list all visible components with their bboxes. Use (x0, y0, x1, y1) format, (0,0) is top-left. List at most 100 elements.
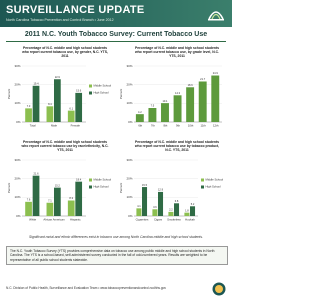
bar (46, 106, 54, 122)
value-label: 18.4 (76, 177, 82, 181)
plot: Percent 0% 10% 20% 30% White 7.6 21.6 African Am… (7, 158, 112, 222)
y-tick-label: 10% (14, 101, 20, 105)
plot: Percent 0% 10% 20% 30% Total 7.3 19.4 Male 8.4 22.… (7, 64, 112, 128)
value-label: 4.2 (138, 110, 142, 114)
y-tick-label: 30% (126, 64, 132, 68)
legend-swatch (201, 178, 204, 182)
value-label: 12.9 (158, 188, 164, 192)
x-tick-label: 9th (176, 124, 180, 128)
bar (54, 187, 61, 216)
bar (32, 175, 40, 216)
chart-title: Percentage of N.C. middle and high schoo… (134, 46, 220, 59)
bar (190, 206, 196, 216)
bar (152, 209, 158, 216)
x-tick-label: 11th (201, 124, 207, 128)
plot: Percent 0% 10% 20% 30% 6th 4.2 7th 7.5 8th 10.1 9th… (119, 64, 222, 128)
y-tick-label: 30% (14, 64, 20, 68)
legend-swatch (89, 91, 92, 95)
title-rule (6, 41, 226, 42)
x-tick-label: African American (43, 218, 65, 222)
chart: Percentage of N.C. middle and high schoo… (6, 46, 114, 138)
bar (158, 191, 164, 216)
x-tick-label: Total (30, 124, 36, 128)
y-tick-label: 0% (128, 214, 133, 218)
value-label: 10.1 (162, 99, 168, 103)
x-tick-label: 12th (213, 124, 219, 128)
legend-swatch (89, 178, 92, 182)
y-tick-label: 0% (16, 120, 21, 124)
legend-swatch (89, 185, 92, 189)
y-tick-label: 10% (126, 195, 132, 199)
value-label: 6.1 (69, 106, 73, 110)
bar (148, 108, 157, 122)
value-label: 24.9 (213, 71, 219, 75)
y-tick-label: 0% (16, 214, 21, 218)
y-axis-label: Percent (119, 89, 123, 100)
header-subtitle: North Carolina Tobacco Prevention and Co… (6, 18, 114, 22)
y-tick-label: 30% (14, 158, 20, 162)
bar (211, 75, 220, 122)
y-tick-label: 20% (14, 82, 20, 86)
bar (67, 200, 75, 216)
y-axis-label: Percent (119, 183, 123, 194)
value-label: 21.7 (200, 77, 206, 81)
legend-label: Middle School (94, 178, 112, 182)
page-title: 2011 N.C. Youth Tobacco Survey: Current … (24, 31, 208, 38)
legend-label: Middle School (206, 178, 224, 182)
legend-swatch (201, 185, 204, 189)
x-tick-label: Male (51, 124, 58, 128)
bar (161, 103, 169, 122)
bar (198, 81, 207, 122)
logo (208, 11, 224, 21)
x-tick-label: Smokeless (167, 218, 181, 222)
chart-title: Percentage of N.C. middle and high schoo… (134, 140, 220, 153)
y-tick-label: 20% (126, 82, 132, 86)
legend-label: High School (94, 91, 109, 95)
bar (184, 212, 190, 216)
bar (136, 208, 142, 216)
value-label: 3.6 (153, 205, 157, 209)
chart: Percentage of N.C. middle and high schoo… (118, 140, 226, 232)
x-tick-label: Hookah (185, 218, 195, 222)
y-tick-label: 10% (14, 195, 20, 199)
value-label: 19.4 (33, 81, 39, 85)
chart: Percentage of N.C. middle and high schoo… (6, 140, 114, 232)
header-band: SURVEILLANCE UPDATE North Carolina Tobac… (0, 0, 232, 27)
y-tick-label: 30% (126, 158, 132, 162)
chart-title: Percentage of N.C. middle and high schoo… (22, 46, 108, 59)
bar (75, 92, 83, 122)
x-tick-label: Cigars (154, 218, 163, 222)
y-axis-label: Percent (7, 89, 11, 100)
footer: N.C. Division of Public Health, Surveill… (6, 286, 166, 290)
legend-label: Middle School (94, 84, 112, 88)
x-tick-label: Cigarettes (136, 218, 149, 222)
value-label: 8.4 (48, 102, 52, 106)
seal (212, 282, 226, 296)
value-label: 7.3 (27, 104, 31, 108)
bar (67, 110, 75, 122)
value-label: 4.1 (137, 204, 141, 208)
page: SURVEILLANCE UPDATE North Carolina Tobac… (0, 0, 232, 296)
y-tick-label: 20% (126, 176, 132, 180)
bar (25, 108, 32, 122)
bar (75, 181, 83, 216)
bar (174, 203, 180, 216)
y-axis-label: Percent (7, 183, 11, 194)
value-label: 15.6 (76, 89, 82, 93)
x-tick-label: Female (71, 124, 81, 128)
value-label: 1.8 (185, 208, 189, 212)
chart: Percentage of N.C. middle and high schoo… (118, 46, 226, 138)
legend-label: High School (206, 185, 221, 189)
value-label: 18.6 (188, 83, 194, 87)
legend-label: High School (94, 185, 109, 189)
value-label: 2.2 (169, 208, 173, 212)
x-tick-label: Hispanic (70, 218, 81, 222)
bar (54, 79, 61, 122)
plot: Percent 0% 10% 20% 30% Cigarettes 4.1 15.5 Cigar… (119, 158, 224, 222)
bar (142, 187, 148, 216)
value-label: 22.9 (55, 75, 61, 79)
value-label: 14.3 (175, 91, 181, 95)
value-label: 21.6 (33, 171, 39, 175)
bar (32, 85, 40, 122)
bar (186, 87, 195, 122)
